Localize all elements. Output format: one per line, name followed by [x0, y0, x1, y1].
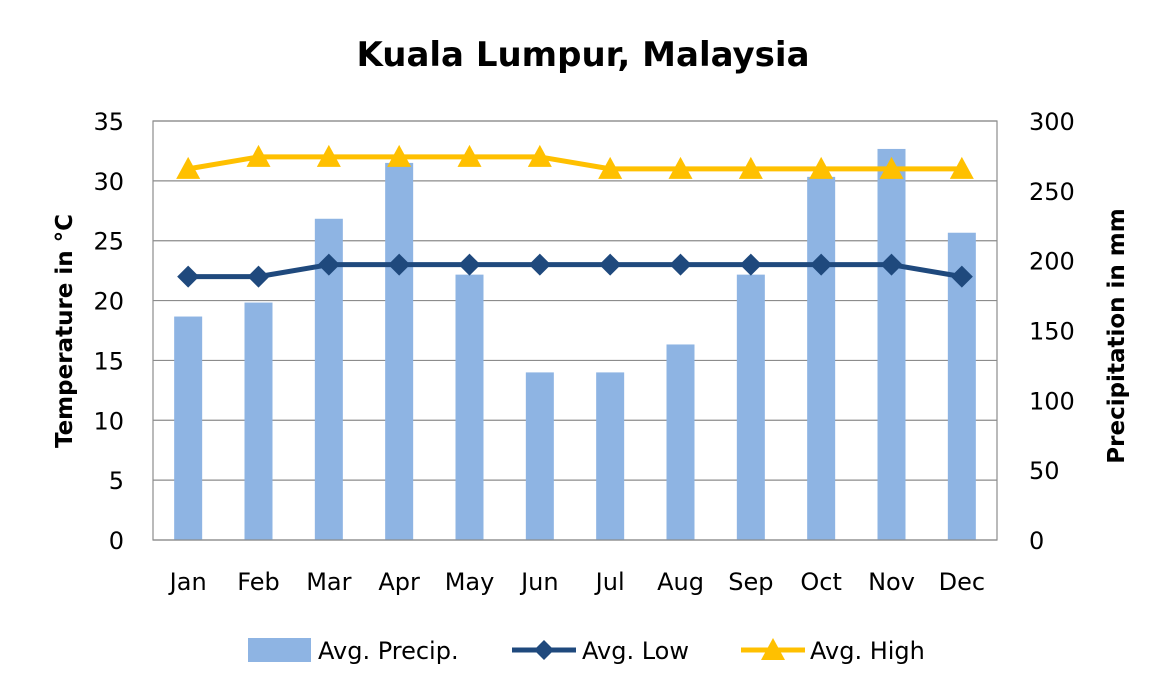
legend-low-diamond-icon [534, 640, 554, 660]
left-tick-label: 25 [93, 228, 124, 256]
avg-high-point-feb [246, 144, 271, 167]
precip-bar-apr [385, 162, 414, 540]
right-tick-label: 0 [1029, 527, 1044, 555]
gridlines [153, 120, 997, 541]
x-tick-label: Dec [939, 568, 985, 596]
x-tick-label: May [445, 568, 495, 596]
precip-bar-oct [807, 176, 836, 540]
right-tick-label: 250 [1029, 178, 1075, 206]
precip-bar-nov [877, 148, 906, 540]
precip-bars [174, 148, 976, 540]
precip-bar-sep [736, 274, 765, 540]
right-tick-label: 50 [1029, 457, 1060, 485]
avg-low-point-jun [528, 253, 551, 276]
left-tick-label: 0 [109, 527, 124, 555]
x-tick-label: Oct [800, 568, 842, 596]
avg-high-line [187, 154, 962, 172]
plot-border [152, 120, 998, 541]
avg-high-point-sep [738, 156, 763, 179]
left-tick-label: 15 [93, 347, 124, 375]
x-tick-label: Jan [168, 568, 207, 596]
left-axis-ticks: 0 5 10 15 20 25 30 35 [93, 108, 124, 555]
precip-bar-aug [666, 344, 695, 540]
legend-precip-swatch [248, 638, 311, 662]
x-axis-ticks: Jan Feb Mar Apr May Jun Jul Aug Sep Oct Nov Dec [168, 568, 985, 596]
avg-high-point-may [457, 144, 482, 167]
avg-high-point-aug [668, 156, 693, 179]
x-tick-label: Aug [657, 568, 704, 596]
x-tick-label: Feb [237, 568, 280, 596]
x-tick-label: Apr [378, 568, 420, 596]
avg-high-point-nov [879, 156, 904, 179]
chart-title: Kuala Lumpur, Malaysia [356, 35, 809, 75]
right-axis-ticks: 0 50 100 150 200 250 300 [1029, 108, 1075, 555]
temperature-lines [176, 144, 974, 288]
avg-low-point-aug [669, 253, 692, 276]
avg-low-point-may [458, 253, 481, 276]
x-tick-label: Mar [306, 568, 351, 596]
plot-area [152, 120, 998, 541]
right-tick-label: 200 [1029, 248, 1075, 276]
right-axis-label: Precipitation in mm [1104, 208, 1130, 463]
precip-bar-may [455, 274, 484, 540]
avg-low-point-nov [880, 253, 903, 276]
avg-high-point-jun [527, 144, 552, 167]
right-tick-label: 300 [1029, 108, 1075, 136]
avg-high-point-jul [598, 156, 623, 179]
avg-high-point-jan [176, 156, 201, 179]
avg-low-line [188, 262, 963, 280]
legend-high-triangle-icon [761, 638, 785, 660]
avg-low-point-feb [247, 265, 270, 288]
x-tick-label: Nov [868, 568, 915, 596]
legend: Avg. Precip. Avg. Low Avg. High [248, 637, 925, 665]
legend-high-label: Avg. High [810, 637, 925, 665]
avg-low-point-apr [388, 253, 411, 276]
right-tick-label: 150 [1029, 318, 1075, 346]
avg-high-point-apr [387, 144, 412, 167]
right-tick-label: 100 [1029, 387, 1075, 415]
avg-high-point-mar [316, 144, 341, 167]
avg-low-point-jan [177, 265, 200, 288]
avg-low-point-mar [317, 253, 340, 276]
x-tick-label: Jun [519, 568, 559, 596]
left-tick-label: 5 [109, 467, 124, 495]
avg-high-point-oct [809, 156, 834, 179]
avg-low-point-jul [599, 253, 622, 276]
left-tick-label: 30 [93, 168, 124, 196]
legend-low-label: Avg. Low [582, 637, 689, 665]
left-axis-label: Temperature in °C [52, 214, 78, 448]
x-tick-label: Jul [594, 568, 625, 596]
left-tick-label: 10 [93, 407, 124, 435]
x-tick-label: Sep [728, 568, 773, 596]
left-tick-label: 35 [93, 108, 124, 136]
precip-bar-feb [244, 302, 273, 540]
legend-precip-label: Avg. Precip. [318, 637, 459, 665]
precip-bar-jan [174, 316, 203, 540]
avg-low-point-oct [810, 253, 833, 276]
precip-bar-jun [525, 372, 554, 540]
precip-bar-jul [596, 372, 625, 540]
left-tick-label: 20 [93, 288, 124, 316]
avg-high-point-dec [949, 156, 974, 179]
avg-low-point-sep [739, 253, 762, 276]
avg-low-point-dec [950, 265, 973, 288]
